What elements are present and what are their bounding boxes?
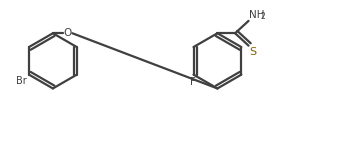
Text: O: O: [64, 28, 72, 38]
Text: Br: Br: [16, 76, 27, 86]
Text: NH: NH: [249, 10, 265, 20]
Text: F: F: [190, 78, 196, 87]
Text: S: S: [249, 47, 256, 57]
Text: 2: 2: [260, 12, 265, 21]
